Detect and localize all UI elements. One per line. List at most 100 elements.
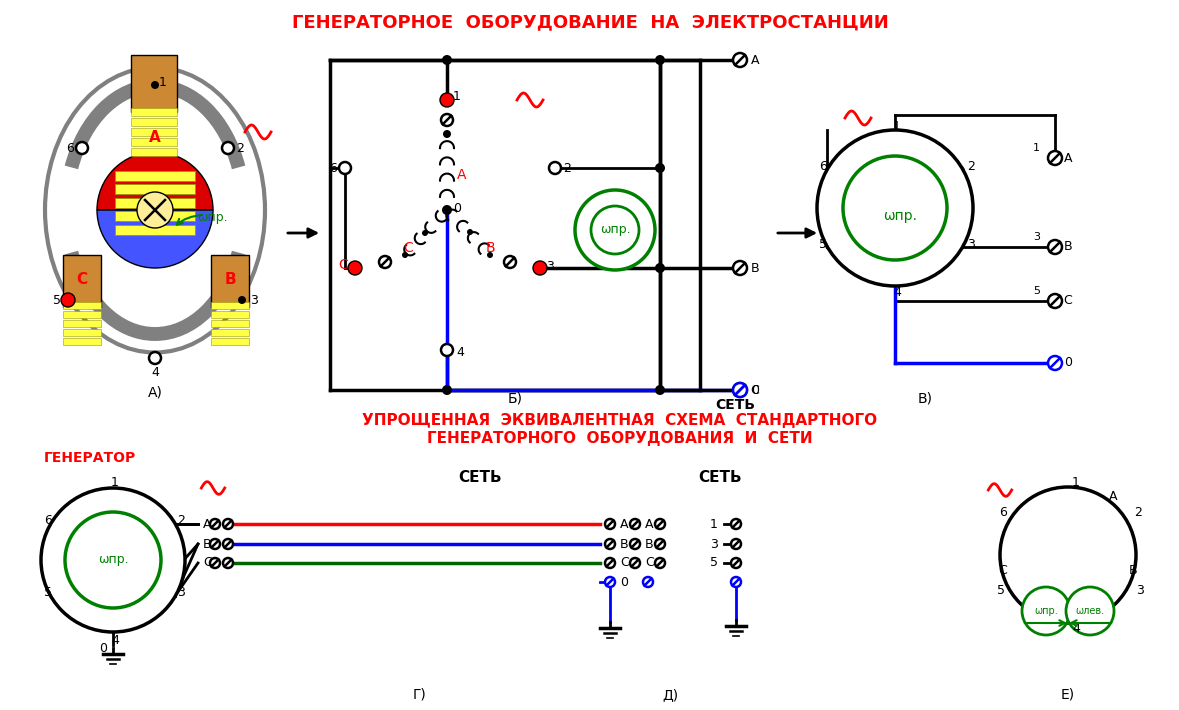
Text: 1: 1 (111, 476, 119, 489)
Text: 5: 5 (997, 584, 1005, 596)
Circle shape (222, 142, 233, 154)
Circle shape (656, 385, 665, 395)
Text: А): А) (147, 386, 163, 400)
Text: 3: 3 (250, 293, 258, 307)
Text: 2: 2 (236, 141, 244, 155)
Bar (131, 128, 177, 136)
Text: A: A (1063, 151, 1072, 165)
Circle shape (210, 539, 220, 549)
Text: 5: 5 (710, 557, 718, 569)
Circle shape (223, 519, 233, 529)
Text: A: A (457, 168, 467, 182)
Text: 2: 2 (967, 160, 975, 173)
Text: ωпр.: ωпр. (98, 554, 129, 567)
Text: 4: 4 (1072, 621, 1080, 635)
Circle shape (41, 488, 185, 632)
Circle shape (656, 519, 665, 529)
Circle shape (503, 256, 516, 268)
Circle shape (61, 293, 75, 307)
Circle shape (643, 577, 653, 587)
Circle shape (575, 190, 656, 270)
Text: СЕТЬ: СЕТЬ (459, 471, 502, 486)
Text: C: C (77, 273, 87, 288)
Text: 1: 1 (159, 77, 167, 89)
Circle shape (733, 383, 747, 397)
Circle shape (223, 558, 233, 568)
Circle shape (422, 230, 428, 236)
Text: СЕТЬ: СЕТЬ (714, 398, 755, 412)
Circle shape (733, 383, 747, 397)
Circle shape (75, 142, 88, 154)
Bar (62, 302, 101, 309)
Text: 2: 2 (177, 513, 185, 527)
Text: A: A (751, 53, 759, 67)
Bar (116, 171, 195, 181)
Bar (131, 148, 177, 156)
Text: 3: 3 (1033, 232, 1040, 242)
Circle shape (1000, 487, 1137, 623)
Text: B: B (645, 537, 653, 550)
Text: 4: 4 (456, 346, 465, 359)
Ellipse shape (45, 67, 265, 352)
Text: 4: 4 (151, 366, 159, 378)
Text: 0: 0 (453, 202, 461, 214)
Circle shape (149, 352, 162, 364)
Bar (116, 211, 195, 221)
Circle shape (1048, 294, 1062, 308)
Text: B: B (224, 273, 236, 288)
Circle shape (443, 130, 452, 138)
Text: Б): Б) (507, 391, 522, 405)
Bar (62, 255, 101, 307)
Circle shape (440, 93, 454, 107)
Text: 1: 1 (710, 518, 718, 530)
Circle shape (487, 252, 493, 258)
Text: 3: 3 (1137, 584, 1144, 596)
Circle shape (605, 519, 615, 529)
Text: 6: 6 (819, 160, 826, 173)
Circle shape (733, 53, 747, 67)
Text: ГЕНЕРАТОРНОЕ  ОБОРУДОВАНИЕ  НА  ЭЛЕКТРОСТАНЦИИ: ГЕНЕРАТОРНОЕ ОБОРУДОВАНИЕ НА ЭЛЕКТРОСТАН… (291, 13, 888, 31)
Text: 0: 0 (620, 576, 628, 589)
Circle shape (467, 229, 473, 235)
Circle shape (238, 296, 246, 304)
Text: B: B (203, 537, 211, 550)
Text: A: A (203, 518, 211, 530)
Bar (211, 338, 249, 345)
Text: B: B (486, 241, 495, 255)
Bar (131, 55, 177, 112)
Text: 0: 0 (99, 642, 107, 655)
Circle shape (533, 261, 547, 275)
Circle shape (1066, 587, 1114, 635)
Circle shape (605, 539, 615, 549)
Text: B: B (620, 537, 628, 550)
Text: 4: 4 (893, 285, 901, 298)
Circle shape (605, 558, 615, 568)
Circle shape (656, 163, 665, 173)
Circle shape (1048, 151, 1062, 165)
Text: C: C (999, 564, 1007, 577)
Text: ωпр.: ωпр. (883, 209, 917, 223)
Bar (211, 329, 249, 336)
Circle shape (656, 539, 665, 549)
Circle shape (549, 162, 561, 174)
Text: СЕТЬ: СЕТЬ (698, 471, 742, 486)
Text: 5: 5 (44, 586, 52, 599)
Circle shape (1022, 587, 1071, 635)
Circle shape (731, 577, 740, 587)
Text: ωлев.: ωлев. (1075, 606, 1105, 616)
Circle shape (1048, 240, 1062, 254)
Circle shape (340, 162, 351, 174)
Text: 3: 3 (177, 586, 185, 599)
Text: Д): Д) (661, 688, 678, 702)
Text: УПРОЩЕННАЯ  ЭКВИВАЛЕНТНАЯ  СХЕМА  СТАНДАРТНОГО: УПРОЩЕННАЯ ЭКВИВАЛЕНТНАЯ СХЕМА СТАНДАРТН… (362, 413, 877, 427)
Circle shape (535, 263, 545, 273)
Text: 0: 0 (751, 383, 759, 396)
Text: C: C (645, 557, 653, 569)
Text: ωпр.: ωпр. (1034, 606, 1058, 616)
Text: 6: 6 (999, 506, 1007, 520)
Circle shape (731, 539, 740, 549)
Circle shape (137, 192, 173, 228)
Text: 4: 4 (111, 633, 119, 647)
Text: 3: 3 (546, 259, 554, 273)
Circle shape (223, 539, 233, 549)
